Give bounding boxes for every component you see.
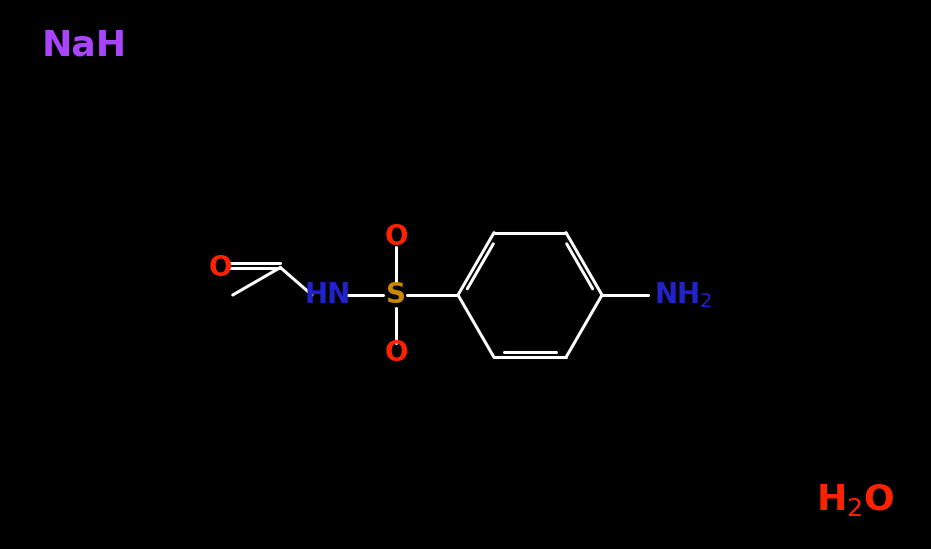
Text: S: S xyxy=(386,281,406,309)
Text: O: O xyxy=(385,339,408,367)
Text: O: O xyxy=(385,223,408,251)
Text: NaH: NaH xyxy=(42,28,128,62)
Text: O: O xyxy=(209,254,232,282)
Text: HN: HN xyxy=(304,281,351,309)
Text: H$_2$O: H$_2$O xyxy=(816,482,895,518)
Text: NH$_2$: NH$_2$ xyxy=(654,280,712,310)
